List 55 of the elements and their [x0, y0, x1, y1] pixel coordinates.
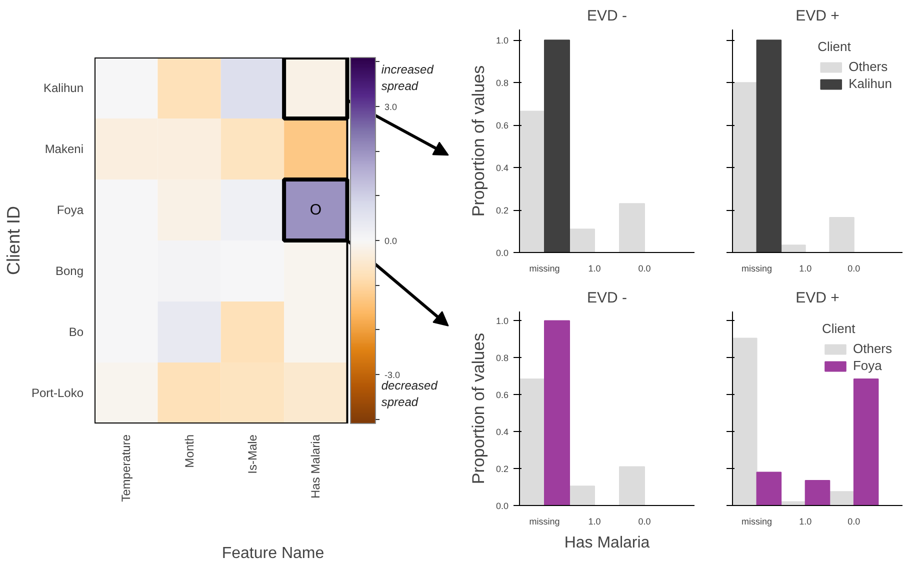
y-tick-label: 0.4: [496, 163, 509, 174]
chart-title: EVD -: [587, 8, 628, 24]
y-tick-label: 1.0: [496, 316, 509, 326]
color-bar-label: -3.0: [384, 370, 400, 380]
y-tick-label: 0.8: [496, 353, 509, 364]
y-tick-label: 0.8: [496, 78, 509, 88]
y-tick-label: Makeni: [44, 142, 84, 156]
y-tick-label: Port-Loko: [31, 386, 84, 400]
x-tick-label: Is-Male: [245, 434, 260, 474]
text: increased spread: [381, 62, 434, 94]
x-tick-label: 0.0: [848, 264, 860, 274]
x-tick-label: missing: [529, 516, 560, 526]
x-tick-label: Has Malaria: [308, 434, 323, 499]
y-tick-label: 0.0: [496, 248, 509, 258]
data-label: O: [310, 202, 322, 218]
x-tick-label: 1.0: [588, 264, 601, 274]
x-tick-label: 0.0: [848, 516, 860, 526]
y-tick-label: 0.6: [496, 390, 509, 400]
y-tick-label: Bong: [55, 264, 84, 278]
x-axis-title: Has Malaria: [564, 534, 650, 552]
chart-title: EVD -: [587, 290, 628, 306]
y-tick-label: Kalihun: [43, 81, 84, 95]
y-tick-label: 0.6: [496, 120, 509, 131]
y-tick-label: 0.2: [496, 464, 509, 474]
y-tick-label: 1.0: [496, 36, 509, 46]
x-tick-label: 1.0: [799, 516, 812, 526]
x-tick-label: 1.0: [588, 516, 601, 526]
x-tick-label: missing: [529, 264, 560, 274]
y-axis-title: Client ID: [3, 206, 24, 276]
chart-title: EVD +: [796, 290, 840, 306]
y-tick-label: Foya: [56, 203, 84, 217]
x-tick-label: 0.0: [638, 516, 651, 526]
x-tick-label: missing: [742, 516, 772, 526]
text: decreased spread: [381, 378, 438, 410]
y-axis-title: Proportion of values: [468, 332, 488, 484]
legend-title: Client: [822, 321, 856, 336]
color-bar-label: 3.0: [384, 102, 398, 112]
x-tick-label: missing: [742, 264, 772, 274]
x-tick-label: Month: [182, 434, 196, 468]
x-tick-label: 1.0: [799, 264, 812, 274]
x-axis-title: Feature Name: [222, 544, 324, 562]
x-tick-label: 0.0: [638, 264, 651, 274]
y-axis-title: Proportion of values: [468, 65, 488, 217]
legend-label: Others: [852, 341, 892, 356]
color-bar-label: 0.0: [384, 236, 398, 246]
x-tick-label: Temperature: [119, 434, 134, 502]
y-tick-label: 0.4: [496, 427, 509, 438]
chart-title: EVD +: [796, 8, 840, 24]
y-tick-label: Bo: [68, 325, 84, 339]
legend-label: Foya: [852, 358, 882, 373]
legend-label: Others: [848, 59, 888, 74]
y-tick-label: 0.2: [496, 206, 509, 216]
y-tick-label: 0.0: [496, 501, 509, 511]
legend-title: Client: [818, 39, 852, 54]
legend-label: Kalihun: [848, 76, 892, 91]
